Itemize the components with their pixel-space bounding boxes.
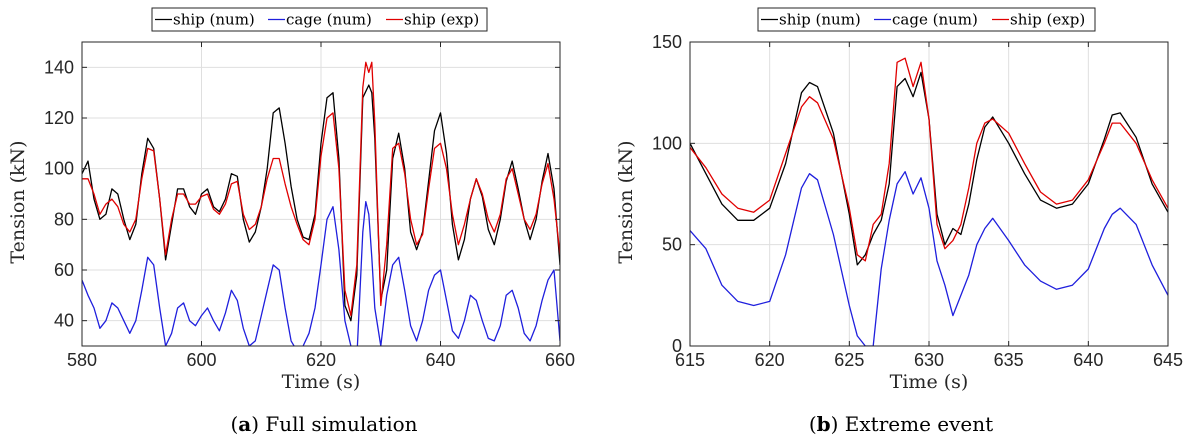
y-tick-label: 60 — [54, 260, 74, 280]
legend-box — [151, 7, 488, 32]
caption-a: (a) Full simulation — [230, 412, 417, 436]
series-line-ship-num — [690, 71, 1168, 266]
x-tick-label: 600 — [186, 350, 216, 370]
y-tick-label: 40 — [54, 311, 74, 331]
series-line-ship-exp — [690, 57, 1168, 262]
x-tick-label: 625 — [834, 350, 864, 370]
legend: ship (num) cage (num) ship (exp) — [151, 7, 488, 32]
series-line-cage-num — [82, 200, 560, 346]
legend-label: cage (num) — [286, 11, 372, 29]
x-tick-label: 645 — [1153, 350, 1183, 370]
y-axis-label: Tension (kN) — [615, 140, 637, 263]
x-tick-label: 640 — [1073, 350, 1103, 370]
legend-box — [757, 7, 1096, 32]
series-line-ship-exp — [82, 61, 560, 317]
legend-label: ship (exp) — [404, 11, 479, 29]
x-tick-label: 620 — [306, 350, 336, 370]
x-tick-label: 640 — [425, 350, 455, 370]
y-tick-label: 150 — [652, 32, 682, 52]
y-tick-label: 80 — [54, 209, 74, 229]
chart-panel-b: 615 620 625 630 635 640 645 0 50 100 150 Time (s) Te… — [615, 7, 1183, 393]
x-tick-label: 620 — [755, 350, 785, 370]
x-tick-label: 580 — [67, 350, 97, 370]
legend-label: ship (num) — [779, 11, 861, 29]
legend-label: ship (num) — [173, 11, 255, 29]
legend-label: cage (num) — [892, 11, 978, 29]
x-axis-label: Time (s) — [282, 371, 361, 393]
x-tick-label: 615 — [675, 350, 705, 370]
chart-panel-a: 580 600 620 640 660 40 60 80 100 120 140 Time (s) Te… — [7, 7, 575, 393]
legend-label: ship (exp) — [1010, 11, 1085, 29]
caption-b: (b) Extreme event — [809, 412, 993, 436]
y-tick-label: 100 — [44, 159, 74, 179]
y-tick-label: 140 — [44, 57, 74, 77]
y-tick-label: 100 — [652, 133, 682, 153]
y-tick-label: 50 — [662, 235, 682, 255]
x-tick-label: 630 — [914, 350, 944, 370]
x-tick-label: 635 — [994, 350, 1024, 370]
series-line-cage-num — [690, 171, 1168, 346]
y-axis-label: Tension (kN) — [7, 140, 29, 263]
legend: ship (num) cage (num) ship (exp) — [757, 7, 1096, 32]
x-tick-label: 660 — [545, 350, 575, 370]
x-axis-label: Time (s) — [890, 371, 969, 393]
y-tick-label: 0 — [672, 336, 682, 356]
y-tick-label: 120 — [44, 108, 74, 128]
